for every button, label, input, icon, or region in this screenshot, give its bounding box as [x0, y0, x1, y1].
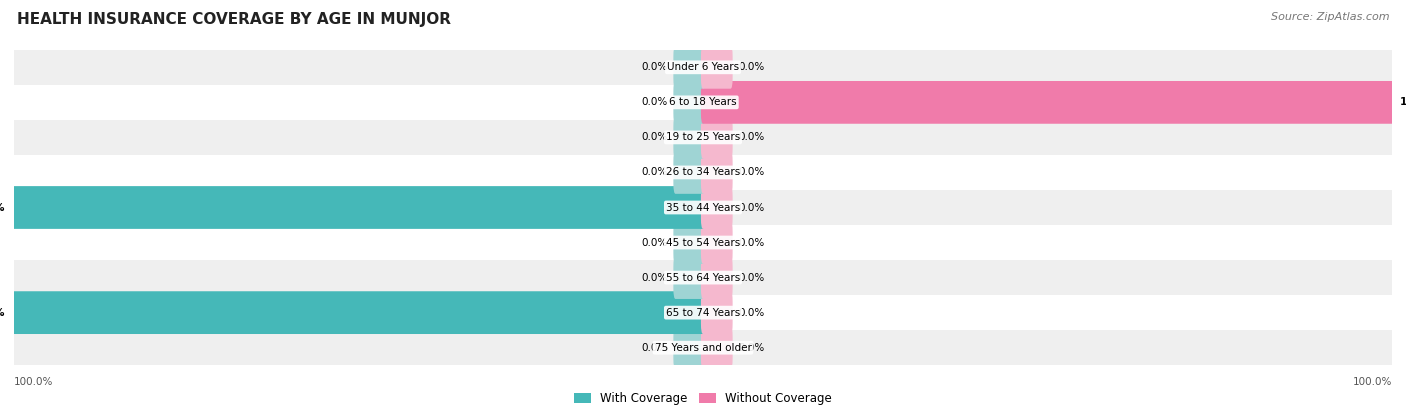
FancyBboxPatch shape [673, 326, 704, 369]
Text: 100.0%: 100.0% [0, 203, 6, 212]
Text: 0.0%: 0.0% [641, 62, 668, 72]
Text: Source: ZipAtlas.com: Source: ZipAtlas.com [1271, 12, 1389, 22]
Bar [14, 260, 1392, 295]
Text: 100.0%: 100.0% [14, 378, 53, 388]
Text: 0.0%: 0.0% [738, 132, 765, 142]
FancyBboxPatch shape [702, 326, 733, 369]
FancyBboxPatch shape [702, 186, 733, 229]
FancyBboxPatch shape [702, 46, 733, 89]
Bar [14, 85, 1392, 120]
Text: HEALTH INSURANCE COVERAGE BY AGE IN MUNJOR: HEALTH INSURANCE COVERAGE BY AGE IN MUNJ… [17, 12, 451, 27]
Legend: With Coverage, Without Coverage: With Coverage, Without Coverage [569, 387, 837, 410]
Text: 0.0%: 0.0% [738, 343, 765, 353]
FancyBboxPatch shape [702, 151, 733, 194]
Text: 0.0%: 0.0% [738, 273, 765, 283]
Text: Under 6 Years: Under 6 Years [666, 62, 740, 72]
Text: 0.0%: 0.0% [738, 203, 765, 212]
FancyBboxPatch shape [702, 81, 1393, 124]
FancyBboxPatch shape [673, 221, 704, 264]
Text: 19 to 25 Years: 19 to 25 Years [666, 132, 740, 142]
Text: 0.0%: 0.0% [641, 273, 668, 283]
Text: 100.0%: 100.0% [0, 308, 6, 317]
Text: 0.0%: 0.0% [641, 168, 668, 178]
FancyBboxPatch shape [673, 151, 704, 194]
Bar [14, 120, 1392, 155]
Text: 45 to 54 Years: 45 to 54 Years [666, 237, 740, 247]
Text: 100.0%: 100.0% [1353, 378, 1392, 388]
FancyBboxPatch shape [702, 291, 733, 334]
Text: 0.0%: 0.0% [738, 168, 765, 178]
FancyBboxPatch shape [673, 81, 704, 124]
FancyBboxPatch shape [702, 221, 733, 264]
FancyBboxPatch shape [13, 186, 704, 229]
Text: 55 to 64 Years: 55 to 64 Years [666, 273, 740, 283]
Text: 0.0%: 0.0% [641, 98, 668, 107]
Bar [14, 330, 1392, 365]
Bar [14, 225, 1392, 260]
Bar [14, 50, 1392, 85]
FancyBboxPatch shape [673, 116, 704, 159]
Text: 6 to 18 Years: 6 to 18 Years [669, 98, 737, 107]
Bar [14, 155, 1392, 190]
Text: 0.0%: 0.0% [641, 237, 668, 247]
FancyBboxPatch shape [702, 256, 733, 299]
Bar [14, 295, 1392, 330]
Bar [14, 190, 1392, 225]
Text: 26 to 34 Years: 26 to 34 Years [666, 168, 740, 178]
Text: 0.0%: 0.0% [738, 237, 765, 247]
Text: 0.0%: 0.0% [738, 62, 765, 72]
Text: 0.0%: 0.0% [738, 308, 765, 317]
FancyBboxPatch shape [702, 116, 733, 159]
Text: 65 to 74 Years: 65 to 74 Years [666, 308, 740, 317]
Text: 75 Years and older: 75 Years and older [655, 343, 751, 353]
Text: 35 to 44 Years: 35 to 44 Years [666, 203, 740, 212]
Text: 0.0%: 0.0% [641, 343, 668, 353]
Text: 0.0%: 0.0% [641, 132, 668, 142]
FancyBboxPatch shape [13, 291, 704, 334]
FancyBboxPatch shape [673, 46, 704, 89]
Text: 100.0%: 100.0% [1400, 98, 1406, 107]
FancyBboxPatch shape [673, 256, 704, 299]
